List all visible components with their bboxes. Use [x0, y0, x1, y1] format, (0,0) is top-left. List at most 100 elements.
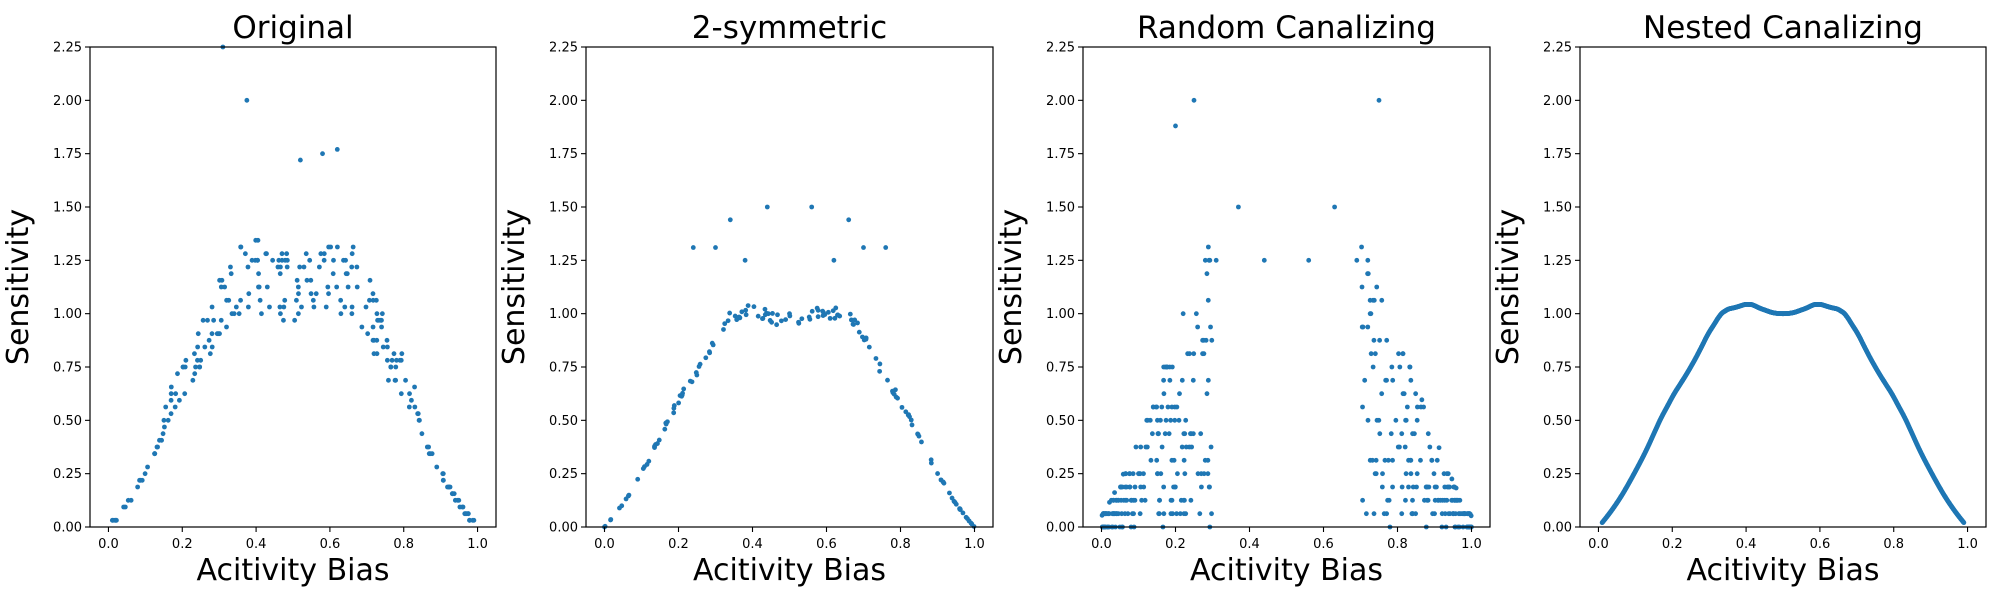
- data-point: [172, 404, 178, 410]
- data-point: [1150, 404, 1156, 410]
- data-point: [163, 404, 169, 410]
- y-tick-label: 1.50: [53, 201, 82, 216]
- data-point: [1408, 377, 1414, 383]
- data-point: [407, 391, 412, 397]
- y-tick-label: 0.75: [1046, 361, 1075, 376]
- data-point: [1174, 511, 1179, 517]
- data-point: [1164, 364, 1170, 370]
- data-point: [1388, 431, 1394, 437]
- data-point: [1205, 471, 1211, 477]
- data-point: [1414, 417, 1420, 423]
- data-point: [326, 291, 331, 297]
- data-point: [762, 306, 768, 312]
- data-point: [830, 308, 836, 314]
- data-point: [1464, 511, 1470, 517]
- data-point: [255, 237, 261, 243]
- data-point: [349, 264, 355, 270]
- data-point: [308, 291, 314, 297]
- data-point: [676, 400, 682, 406]
- data-point: [769, 319, 775, 325]
- scatter-panel-4: 0.0 0.2 0.4 0.6 0.8 1.0 0.00 0.25 0.50 0.75 1.00 1.…: [1491, 10, 1987, 588]
- data-point: [1148, 457, 1154, 463]
- data-point: [1422, 497, 1427, 503]
- data-point: [1182, 497, 1187, 503]
- data-point: [275, 264, 281, 270]
- data-point: [608, 517, 614, 522]
- y-tick-label: 1.00: [1543, 307, 1572, 322]
- y-tick-label: 0.50: [53, 414, 82, 429]
- data-point: [1205, 244, 1211, 250]
- data-point: [1205, 377, 1211, 383]
- x-tick-label: 0.0: [594, 537, 615, 552]
- data-point: [145, 464, 150, 470]
- data-point: [809, 308, 815, 314]
- data-point: [1201, 337, 1207, 343]
- data-point: [278, 311, 283, 317]
- data-point: [1410, 497, 1415, 503]
- data-point: [779, 318, 784, 324]
- data-point: [1430, 511, 1436, 517]
- data-point: [1408, 471, 1414, 477]
- axes-frame: [1082, 46, 1491, 528]
- data-point: [1124, 497, 1130, 503]
- data-point: [323, 304, 329, 310]
- data-point: [1306, 257, 1312, 263]
- data-point: [296, 291, 301, 297]
- data-point: [890, 390, 896, 395]
- data-point: [165, 417, 171, 423]
- data-point: [1109, 511, 1115, 517]
- data-point: [168, 384, 174, 390]
- data-point: [626, 492, 632, 498]
- data-point: [1165, 404, 1171, 410]
- data-point: [367, 277, 373, 283]
- data-point: [1381, 511, 1387, 517]
- x-tick-label: 1.0: [1461, 537, 1482, 552]
- data-point: [1154, 404, 1160, 410]
- axes-frame: [585, 46, 994, 528]
- data-point: [957, 506, 963, 512]
- data-point: [1372, 351, 1378, 357]
- data-point: [183, 357, 189, 363]
- data-point: [885, 377, 890, 383]
- data-point: [1379, 297, 1385, 303]
- data-point: [760, 316, 765, 322]
- data-point: [940, 479, 946, 485]
- data-point: [219, 277, 225, 283]
- axes-frame: [1579, 46, 1987, 528]
- data-point: [783, 317, 789, 322]
- data-point: [343, 271, 349, 277]
- data-point: [1163, 417, 1169, 423]
- data-point: [1403, 471, 1409, 477]
- data-point: [1137, 511, 1143, 517]
- data-point: [1410, 484, 1416, 490]
- data-point: [318, 251, 324, 257]
- data-point: [820, 308, 826, 314]
- y-tick-label: 1.25: [53, 254, 82, 269]
- data-point: [1404, 404, 1410, 410]
- data-point: [1382, 457, 1388, 463]
- data-point: [292, 317, 298, 323]
- data-point: [206, 337, 212, 343]
- y-tick-label: 0.00: [53, 521, 82, 536]
- data-point: [1383, 377, 1389, 383]
- data-point: [403, 377, 408, 383]
- data-point: [316, 264, 322, 270]
- data-point: [1377, 337, 1383, 343]
- data-point: [399, 351, 405, 357]
- data-point: [1182, 471, 1188, 477]
- data-point: [1365, 271, 1371, 277]
- x-axis-label: Acitivity Bias: [197, 553, 390, 588]
- data-point: [205, 317, 210, 323]
- data-point: [334, 244, 340, 250]
- data-point: [1190, 377, 1196, 383]
- data-point: [1161, 377, 1167, 383]
- data-point: [1445, 471, 1451, 477]
- data-point: [224, 324, 229, 330]
- data-point: [1423, 484, 1429, 490]
- data-point: [1157, 497, 1162, 503]
- data-point: [1354, 257, 1360, 263]
- data-point: [259, 311, 264, 317]
- y-tick-label: 2.00: [1543, 94, 1572, 109]
- data-point: [1414, 471, 1420, 477]
- data-point: [373, 297, 379, 303]
